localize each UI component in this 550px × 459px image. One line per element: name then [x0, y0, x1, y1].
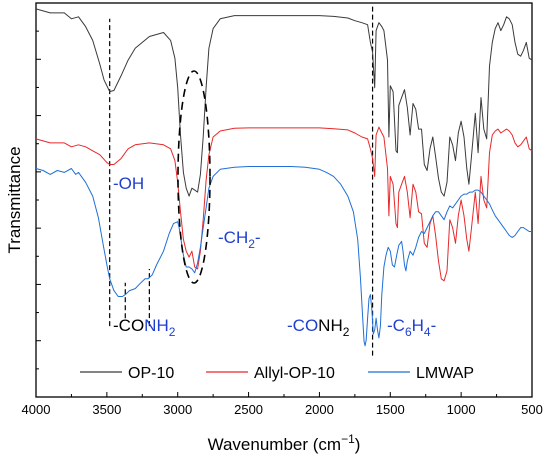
x-axis-ticks: 4000 3500 3000 2500 2000 1500 1000 500: [22, 392, 543, 417]
legend-label: OP-10: [128, 365, 174, 382]
x-tick-label: 2000: [305, 402, 334, 417]
series-line-lmwap: [35, 166, 532, 347]
annotation-oh: -OH: [113, 174, 144, 193]
annotation-ch2: -CH2-: [218, 228, 261, 251]
series-line-op-10: [35, 8, 533, 197]
annotation-conh2-right: -CONH2: [287, 316, 350, 339]
x-tick-label: 1500: [376, 402, 405, 417]
x-axis-title: Wavenumber (cm−1): [208, 432, 361, 454]
x-tick-label: 2500: [234, 402, 263, 417]
series-group: [35, 8, 533, 347]
plot-frame: [35, 2, 533, 398]
legend-label: Allyl-OP-10: [254, 365, 335, 382]
x-tick-label: 3000: [163, 402, 192, 417]
ch2-highlight-ellipse: [177, 70, 211, 284]
reference-lines: [109, 4, 374, 356]
y-axis-ticks: [36, 30, 41, 370]
legend: OP-10 Allyl-OP-10 LMWAP: [80, 365, 474, 382]
annotation-conh2-left: -CONH2: [113, 316, 176, 339]
series-line-allyl-op-10: [35, 126, 533, 282]
y-axis-title: Transmittance: [5, 146, 24, 253]
x-tick-label: 4000: [22, 402, 51, 417]
x-tick-label: 3500: [92, 402, 121, 417]
annotation-c6h4: -C6H4-: [387, 316, 436, 339]
legend-label: LMWAP: [416, 365, 474, 382]
x-tick-label: 500: [521, 402, 543, 417]
x-tick-label: 1000: [447, 402, 476, 417]
